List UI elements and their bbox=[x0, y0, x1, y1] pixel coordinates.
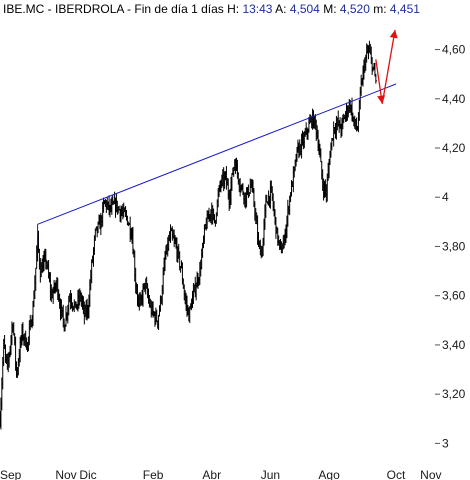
x-tick-label: Nov bbox=[55, 468, 76, 480]
svg-text:IBE.MC - IBERDROLA - Fin de dí: IBE.MC - IBERDROLA - Fin de día 1 días H… bbox=[3, 2, 420, 16]
header-name: IBERDROLA bbox=[55, 2, 124, 16]
x-tick-label: Feb bbox=[143, 468, 164, 480]
header-h-value: 13:43 bbox=[242, 2, 272, 16]
header-m-label: M: bbox=[320, 2, 340, 16]
header-a-value: 4,504 bbox=[290, 2, 320, 16]
price-bars bbox=[0, 40, 378, 430]
annotations bbox=[37, 29, 398, 247]
x-tick-label: Nov bbox=[420, 468, 441, 480]
price-bar bbox=[359, 74, 363, 96]
y-tick-label: 3,60 bbox=[442, 289, 466, 303]
header-interval: Fin de día 1 días bbox=[134, 2, 223, 16]
x-tick-label: Abr bbox=[202, 468, 221, 480]
header-separator: - bbox=[44, 2, 55, 16]
y-axis: 4,60 4,40 4,20 4 3,80 3,60 3,40 3,20 3 bbox=[435, 43, 466, 450]
x-axis: Sep Nov Dic Feb Abr Jun Ago Oct Nov bbox=[0, 468, 442, 480]
x-tick-label: Sep bbox=[0, 468, 22, 480]
header-h-label: H: bbox=[224, 2, 243, 16]
header-min-label: m: bbox=[370, 2, 390, 16]
y-tick-label: 4,40 bbox=[442, 92, 466, 106]
header-symbol: IBE.MC bbox=[3, 2, 45, 16]
header-a-label: A: bbox=[272, 2, 289, 16]
y-tick-label: 3,80 bbox=[442, 239, 466, 253]
y-tick-label: 3 bbox=[442, 436, 449, 450]
y-tick-label: 3,20 bbox=[442, 387, 466, 401]
header-separator: - bbox=[124, 2, 135, 16]
x-tick-label: Oct bbox=[387, 468, 406, 480]
header-m-value: 4,520 bbox=[340, 2, 370, 16]
chart-header: IBE.MC - IBERDROLA - Fin de día 1 días H… bbox=[3, 2, 420, 16]
x-tick-label: Dic bbox=[79, 468, 96, 480]
header-min-value: 4,451 bbox=[390, 2, 420, 16]
y-tick-label: 3,40 bbox=[442, 338, 466, 352]
y-tick-label: 4 bbox=[442, 190, 449, 204]
x-tick-label: Jun bbox=[261, 468, 280, 480]
y-tick-label: 4,60 bbox=[442, 43, 466, 57]
forecast-arrow bbox=[381, 29, 398, 104]
trendline bbox=[37, 83, 397, 225]
x-tick-label: Ago bbox=[318, 468, 340, 480]
y-tick-label: 4,20 bbox=[442, 141, 466, 155]
price-bar bbox=[374, 73, 378, 84]
